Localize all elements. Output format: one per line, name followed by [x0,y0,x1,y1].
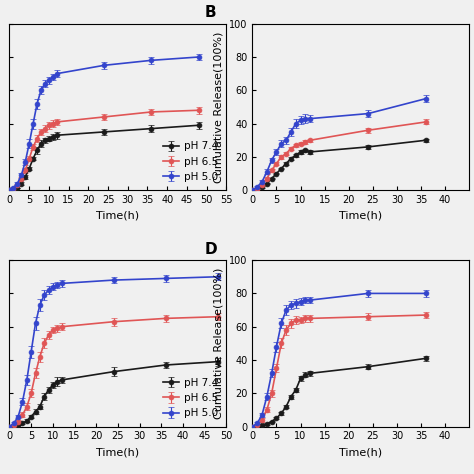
Text: D: D [205,242,217,257]
Legend: pH 7.4, pH 6.5, pH 5.0: pH 7.4, pH 6.5, pH 5.0 [160,375,221,421]
X-axis label: Time(h): Time(h) [339,210,383,220]
X-axis label: Time(h): Time(h) [96,210,139,220]
X-axis label: Time(h): Time(h) [96,447,139,457]
X-axis label: Time(h): Time(h) [339,447,383,457]
Legend: pH 7.4, pH 6.5, pH 5.0: pH 7.4, pH 6.5, pH 5.0 [160,138,221,185]
Text: B: B [205,5,216,20]
Y-axis label: Cumulative Release(100%): Cumulative Release(100%) [214,268,224,419]
Y-axis label: Cumulative Release(100%): Cumulative Release(100%) [214,31,224,182]
